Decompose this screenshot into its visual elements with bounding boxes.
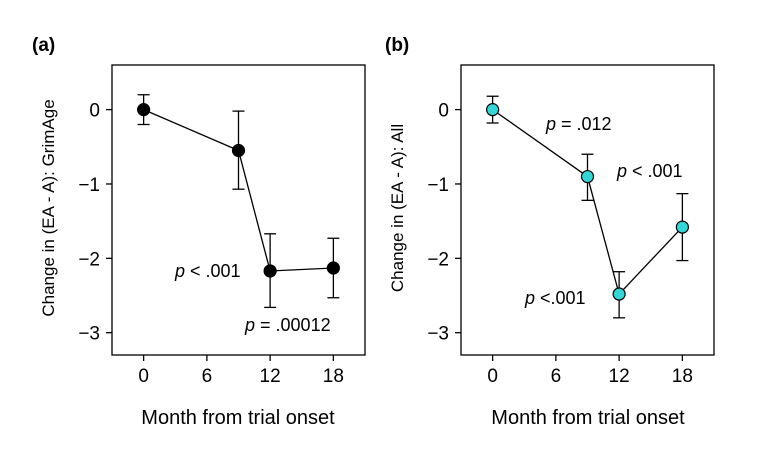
panel-b-xlabel: Month from trial onset [491, 407, 685, 429]
panel-a-y-tick-label: 0 [89, 101, 100, 122]
panel-b-y-tick-label: 0 [438, 101, 449, 122]
panel-a-series-line [143, 109, 334, 272]
panel-a-ylabel: Change in (EA - A): GrimAge [39, 99, 58, 316]
panel-a-xlabel: Month from trial onset [141, 407, 335, 429]
panel-a-frame [111, 64, 366, 356]
panel-b-y-tick-label: −3 [427, 324, 449, 345]
panel-b-plot: 0 6 12 18 0 −1 −2 −3 [427, 64, 715, 387]
panel-b-x-tick-label: 12 [609, 366, 630, 387]
panel-a-x-tick-label: 6 [202, 366, 213, 387]
panel-b-x-tick-label: 0 [487, 366, 498, 387]
panel-a-x-tick-label: 18 [323, 366, 344, 387]
panel-b-data-point [486, 103, 500, 117]
panel-a: (a) Change in (EA - A): GrimAge 0 6 12 18 0 −… [32, 35, 366, 429]
panel-b-annotation-1: p = .012 [545, 114, 612, 134]
panel-a-x-tick-label: 12 [260, 366, 281, 387]
panel-a-annotation-2: p = .00012 [244, 315, 331, 335]
panel-b-x-tick-label: 18 [672, 366, 693, 387]
panel-b-y-tick-label: −1 [427, 175, 449, 196]
panel-a-annotation-1: p < .001 [174, 261, 241, 281]
panel-b-data-point [675, 220, 689, 234]
panel-a-y-tick-label: −1 [78, 175, 100, 196]
panel-a-y-tick-label: −2 [78, 249, 100, 270]
panel-a-data-point [137, 103, 151, 117]
panel-a-label: (a) [32, 35, 55, 56]
panel-b-x-tick-label: 6 [551, 366, 562, 387]
panel-a-x-tick-label: 0 [138, 366, 149, 387]
panel-b-annotation-3: p <.001 [524, 288, 586, 308]
panel-b: (b) Change in (EA - A): All 0 6 12 18 0 −1 −2 −… [385, 35, 715, 429]
panel-a-data-point [326, 261, 340, 275]
panel-b-ylabel: Change in (EA - A): All [388, 124, 407, 292]
panel-b-label: (b) [385, 35, 409, 56]
panel-b-annotation-2: p < .001 [616, 161, 683, 181]
panel-b-frame [460, 64, 715, 356]
panel-a-y-tick-label: −3 [78, 324, 100, 345]
panel-b-data-point [612, 287, 626, 301]
panel-b-data-point [580, 169, 595, 184]
panel-b-y-tick-label: −2 [427, 249, 449, 270]
panel-a-data-point [263, 264, 277, 278]
panel-b-series-line [492, 109, 683, 296]
panel-a-plot: 0 6 12 18 0 −1 −2 −3 [78, 64, 366, 387]
panel-a-data-point [231, 143, 246, 158]
